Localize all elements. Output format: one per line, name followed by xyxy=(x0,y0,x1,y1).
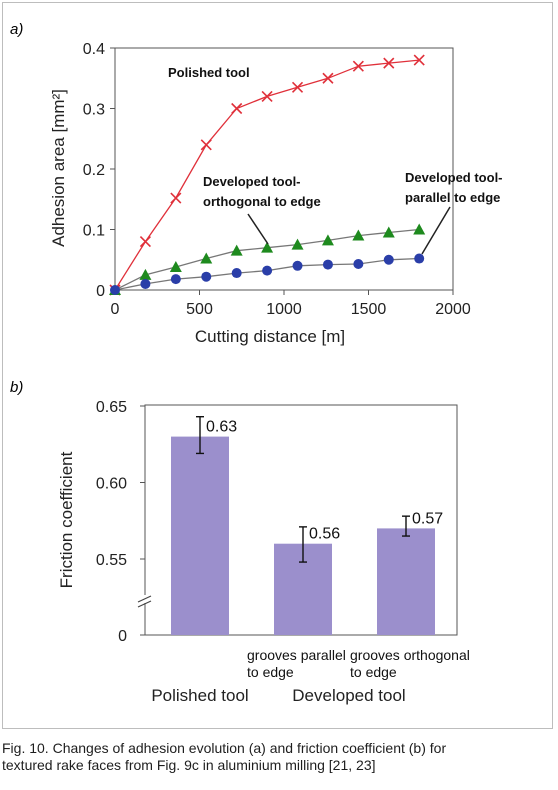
bar-category-label: to edge xyxy=(247,664,294,680)
bar-value-label: 0.57 xyxy=(412,510,443,527)
plot-a-ytick-label: 0.3 xyxy=(83,102,105,119)
data-point-circle xyxy=(140,278,151,289)
data-point-circle xyxy=(292,260,303,271)
data-point-x xyxy=(352,60,364,72)
error-bar xyxy=(299,526,307,563)
series-2 xyxy=(110,253,425,295)
data-point-circle xyxy=(353,258,364,269)
data-point-triangle xyxy=(382,226,395,238)
data-point-circle xyxy=(231,268,242,279)
data-point-triangle xyxy=(413,223,426,235)
annotation-parallel-pointer xyxy=(421,206,451,255)
bar-category-label: grooves parallel xyxy=(247,647,346,663)
plot-a-xtick-label: 1500 xyxy=(351,301,387,318)
annotation-orthogonal-line1: Developed tool- xyxy=(203,174,301,189)
plot-a-ylabel: Adhesion area [mm²] xyxy=(49,89,68,247)
data-point-circle xyxy=(322,259,333,270)
plot-a-ticks: 0 500 1000 1500 2000 0 0.1 0.2 0.3 0.4 xyxy=(83,41,471,318)
plot-b-ytick-label: 0 xyxy=(118,628,127,645)
data-point-triangle xyxy=(169,261,182,273)
annotation-orthogonal-line2: orthogonal to edge xyxy=(203,194,321,209)
data-point-circle xyxy=(383,254,394,265)
plot-a-frame xyxy=(114,47,454,291)
plot-b-group-label: Developed tool xyxy=(292,686,405,705)
plot-b-bars: 0.63 Polished tool 0.56 grooves parallelto … xyxy=(151,416,470,705)
bar-value-label: 0.56 xyxy=(309,526,340,543)
panel-a-label: a) xyxy=(10,21,23,38)
data-point-x xyxy=(200,139,212,151)
data-point-circle xyxy=(201,271,212,282)
plot-a-ytick-label: 0.4 xyxy=(83,41,105,58)
bar-value-label: 0.63 xyxy=(206,419,237,436)
plot-a-ytick-label: 0.2 xyxy=(83,162,105,179)
data-point-circle xyxy=(170,274,181,285)
data-point-x xyxy=(383,57,395,69)
bar xyxy=(171,436,229,635)
data-point-triangle xyxy=(200,252,213,264)
panel-a: a) 0 500 1000 1500 2000 0 0.1 0.2 0.3 0.4 Cutting… xyxy=(10,21,503,346)
panel-b-label: b) xyxy=(10,379,23,396)
caption-line-2: textured rake faces from Fig. 9c in alum… xyxy=(2,757,376,773)
plot-a-xtick-label: 0 xyxy=(111,301,120,318)
data-point-triangle xyxy=(352,229,365,241)
data-point-x xyxy=(139,236,151,248)
data-point-circle xyxy=(414,253,425,264)
data-point-x xyxy=(231,102,243,115)
panel-b: b) 0 0.55 0.60 0.65 Friction coefficient 0.… xyxy=(10,379,470,705)
plot-a-xtick-label: 2000 xyxy=(435,301,471,318)
annotation-orthogonal-pointer xyxy=(247,213,269,245)
data-point-x xyxy=(322,72,334,84)
plot-b-ytick-label: 0.55 xyxy=(96,552,127,569)
data-point-triangle xyxy=(321,234,334,246)
data-point-x xyxy=(170,192,182,204)
plot-a-ytick-label: 0.1 xyxy=(83,223,105,240)
plot-a-xtick-label: 500 xyxy=(186,301,213,318)
series-1 xyxy=(109,223,426,295)
plot-a-xtick-label: 1000 xyxy=(266,301,302,318)
data-point-circle xyxy=(262,265,273,276)
data-point-triangle xyxy=(139,268,152,280)
caption-line-1: Fig. 10. Changes of adhesion evolution (… xyxy=(2,740,447,756)
plot-a-series xyxy=(109,54,426,296)
data-point-x xyxy=(291,81,304,93)
data-point-triangle xyxy=(291,238,304,250)
plot-b-ticks: 0 0.55 0.60 0.65 xyxy=(96,399,145,645)
bar-category-label: grooves orthogonal xyxy=(350,647,470,663)
data-point-triangle xyxy=(261,241,274,253)
plot-b-ylabel: Friction coefficient xyxy=(57,451,76,588)
plot-b-ytick-label: 0.65 xyxy=(96,399,127,416)
bar-category-label: to edge xyxy=(350,664,397,680)
plot-a-ytick-label: 0 xyxy=(96,283,105,300)
data-point-triangle xyxy=(230,244,243,256)
data-point-x xyxy=(413,54,425,66)
plot-b-ytick-label: 0.60 xyxy=(96,476,127,493)
bar-category-label: Polished tool xyxy=(151,686,248,705)
annotation-parallel-line2: parallel to edge xyxy=(405,190,500,205)
annotation-polished-tool: Polished tool xyxy=(168,65,250,80)
annotation-parallel-line1: Developed tool- xyxy=(405,170,503,185)
error-bar xyxy=(196,416,204,455)
figure-caption: Fig. 10. Changes of adhesion evolution (… xyxy=(2,740,556,774)
bar xyxy=(377,528,435,635)
data-point-x xyxy=(261,90,273,102)
error-bar xyxy=(402,515,410,537)
axis-break-marker xyxy=(137,595,152,608)
data-point-circle xyxy=(110,285,120,295)
plot-a-xlabel: Cutting distance [m] xyxy=(195,327,345,346)
